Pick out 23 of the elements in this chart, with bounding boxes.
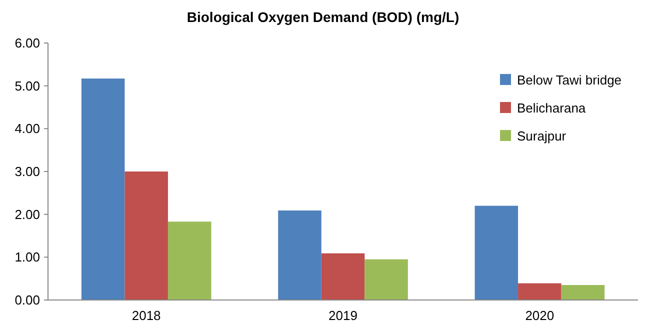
legend-label: Surajpur	[517, 128, 567, 144]
y-tick-label: 3.00	[14, 164, 40, 180]
bar	[124, 172, 168, 300]
y-tick-label: 5.00	[14, 78, 40, 94]
y-tick-label: 6.00	[14, 36, 40, 51]
bar	[474, 206, 518, 300]
x-tick-label: 2018	[132, 308, 161, 323]
y-tick-label: 0.00	[14, 292, 40, 308]
legend-label: Belicharana	[517, 100, 586, 116]
bar	[321, 253, 365, 300]
bar	[364, 259, 408, 300]
x-tick-label: 2019	[328, 308, 358, 323]
y-tick-label: 1.00	[14, 250, 40, 265]
bar	[81, 78, 125, 300]
bar	[561, 285, 605, 300]
x-tick-label: 2020	[525, 308, 554, 323]
y-tick-label: 2.00	[14, 206, 40, 222]
bar	[278, 210, 322, 300]
bar	[168, 222, 212, 300]
y-tick-label: 4.00	[14, 121, 40, 136]
chart-title: Biological Oxygen Demand (BOD) (mg/L)	[186, 9, 460, 25]
bar	[518, 283, 562, 300]
legend-label: Below Tawi bridge	[517, 72, 622, 88]
